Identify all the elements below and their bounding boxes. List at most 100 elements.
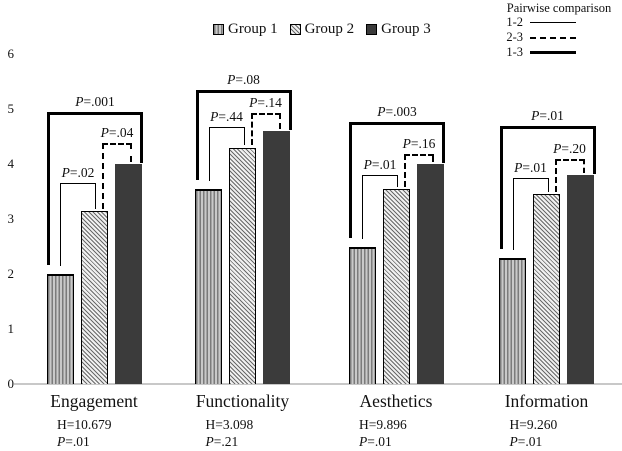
bracket-left-leg [250,112,253,146]
x-axis-category-label-functionality: Functionality [195,391,290,411]
legend-item-group-2: Group 2 [289,21,355,37]
legend-item-group-1: Group 1 [213,21,278,37]
bar-group-2-information [533,194,560,384]
bracket-top-line [512,177,549,179]
pairwise-legend-title: Pairwise comparison [506,1,612,15]
y-axis-tick-label: 4 [7,156,15,171]
bracket-right-leg [397,175,398,187]
h-stat-label: H=9.260 [509,417,558,432]
bracket-p-value-label: P=.14 [249,94,282,110]
bracket-left-leg [362,175,363,239]
group3-solid-dark-icon [366,23,378,35]
bracket-right-leg [582,159,585,173]
pairwise-pair-label: 1-2 [506,15,523,29]
pairwise-line-sample-dashed [530,36,576,39]
bar-group-1-information [499,257,526,384]
bracket-right-leg [288,89,292,130]
y-axis-tick-label: 1 [7,321,15,336]
bracket-top-line [349,122,445,126]
bracket-top-line [47,111,143,115]
pairwise-comparison-legend: Pairwise comparison 1-2 2-3 1-3 [497,1,621,60]
bracket-p-value-label: P=.001 [75,93,115,109]
bar-group-1-functionality [195,188,222,384]
bracket-top-line [554,159,585,162]
bar-group-1-aesthetics [348,246,376,384]
bracket-left-leg [512,177,514,250]
pairwise-legend-item-1-2: 1-2 [497,15,621,30]
p-stat-label: P=.01 [57,433,90,449]
group2-diagonal-hatch-icon [289,23,301,35]
y-axis-tick-label: 0 [7,376,15,391]
bracket-top-line [195,89,292,93]
bracket-top-line [362,175,398,176]
y-axis-tick-label: 2 [7,266,15,281]
bracket-left-leg [349,122,352,238]
pairwise-line-sample-thin-solid [530,22,576,23]
bracket-p-value-label: P=.16 [402,136,436,152]
bracket-right-leg [592,126,596,174]
pairwise-legend-item-1-3: 1-3 [497,45,621,60]
bracket-right-leg [95,182,96,209]
bracket-right-leg [432,154,434,162]
bracket-p-value-label: P=.44 [210,109,243,125]
kruskal-wallis-stats-engagement: H=10.679 P=.01 [57,417,112,450]
y-axis-tick-label: 5 [7,101,15,116]
p-stat-label: P=.21 [205,433,239,449]
x-axis-category-label-information: Information [504,391,589,411]
h-stat-label: H=3.098 [205,417,254,432]
bracket-p-value-label: P=.01 [531,108,564,124]
legend-item-label: Group 2 [304,21,355,37]
h-stat-label: H=9.896 [359,417,407,432]
series-legend: Group 1 Group 2 Group 3 [213,20,431,38]
bracket-right-leg [140,111,143,163]
y-axis-tick-label: 6 [7,46,15,61]
bracket-left-leg [404,154,406,187]
bracket-right-leg [130,143,132,162]
bracket-top-line [102,143,132,146]
bracket-left-leg [60,182,61,267]
bar-group-1-engagement [46,274,74,384]
bar-group-2-functionality [229,147,256,384]
bracket-p-value-label: P=.01 [514,159,547,175]
bracket-right-leg [278,112,281,129]
pairwise-pair-label: 1-3 [506,45,523,59]
bracket-left-leg [499,126,503,249]
bar-group-3-information [567,175,594,384]
bar-group-3-functionality [263,131,290,384]
legend-item-group-3: Group 3 [366,21,431,37]
y-axis-tick-label: 3 [7,211,15,226]
bar-group-2-engagement [80,210,108,384]
legend-item-label: Group 3 [381,21,431,37]
bracket-top-line [60,182,96,184]
bracket-p-value-label: P=.003 [377,104,417,120]
bracket-left-leg [47,111,50,266]
bracket-p-value-label: P=.08 [227,71,260,87]
h-stat-label: H=10.679 [57,417,112,432]
pairwise-line-sample-thick-solid [530,51,576,54]
bracket-right-leg [243,127,245,146]
kruskal-wallis-stats-functionality: H=3.098 P=.21 [206,417,254,450]
p-stat-label: P=.01 [509,433,543,449]
kruskal-wallis-stats-aesthetics: H=9.896 P=.01 [359,417,407,450]
bracket-p-value-label: P=.01 [363,157,397,172]
bar-group-2-aesthetics [382,188,410,384]
pairwise-legend-rows: 1-2 2-3 1-3 [497,15,621,60]
x-axis-baseline [14,383,622,385]
bracket-top-line [208,127,245,129]
bar-group-3-aesthetics [416,164,444,384]
bracket-left-leg [554,159,557,193]
x-axis-category-label-aesthetics: Aesthetics [359,391,433,411]
bracket-left-leg [208,127,210,182]
bracket-p-value-label: P=.04 [100,125,134,141]
bracket-left-leg [102,143,104,209]
p-stat-label: P=.01 [359,433,392,449]
bracket-right-leg [547,177,549,193]
bracket-p-value-label: P=.02 [61,164,95,180]
bar-group-3-engagement [114,164,142,384]
legend-item-label: Group 1 [228,21,278,37]
bracket-right-leg [442,122,445,163]
x-axis-category-label-engagement: Engagement [50,391,138,411]
bracket-top-line [404,154,434,157]
